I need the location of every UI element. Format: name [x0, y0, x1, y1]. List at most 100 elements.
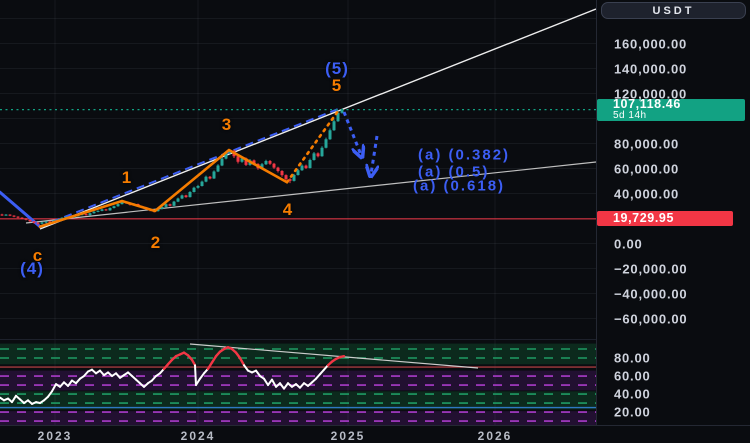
- candle-body: [292, 175, 296, 181]
- price-tick-label: 160,000.00: [614, 36, 688, 51]
- rsi-line-segment: [243, 364, 249, 372]
- main-price-chart[interactable]: [0, 0, 596, 340]
- price-tick-label: 80,000.00: [614, 136, 680, 151]
- price-tick-label: −60,000.00: [614, 311, 688, 326]
- candle-body: [84, 214, 88, 216]
- rsi-line-segment: [11, 394, 17, 404]
- candle-body: [196, 186, 200, 188]
- rsi-line-segment: [99, 369, 105, 377]
- candle-body: [264, 161, 268, 165]
- rsi-tick-label: 60.00: [614, 368, 651, 384]
- candle-body: [8, 214, 12, 216]
- rsi-indicator-panel[interactable]: [0, 340, 596, 425]
- candle-body: [336, 112, 340, 122]
- year-label-2023: 2023: [37, 429, 73, 443]
- upper-trend-line: [39, 8, 596, 230]
- candle-body: [100, 209, 104, 211]
- candle-body: [40, 222, 44, 224]
- rsi-trend-line: [189, 343, 479, 369]
- currency-toggle-button[interactable]: USDT: [601, 2, 746, 19]
- candle-body: [252, 160, 256, 164]
- price-tick-label: 120,000.00: [614, 86, 688, 101]
- level-price-badge: 19,729.95: [597, 211, 733, 227]
- year-label-2025: 2025: [330, 429, 366, 443]
- rsi-line-segment: [319, 368, 325, 376]
- candle-body: [120, 201, 124, 205]
- candle-body: [316, 153, 320, 157]
- chart-region[interactable]: c (4) 1 2 3 4 5 (5) (a) (0.382) (a) (0.5) (a) (0.6…: [0, 0, 596, 425]
- rsi-line-segment: [195, 377, 201, 387]
- candle-body: [96, 210, 100, 212]
- candle-body: [20, 217, 24, 219]
- rsi-line-segment: [338, 355, 346, 359]
- candle-body: [244, 158, 248, 165]
- candle-body: [324, 139, 328, 148]
- wave-c-decline-line: [0, 190, 42, 229]
- candle-body: [16, 216, 20, 218]
- price-axis[interactable]: USDT 107,118.46 5d 14h 19,729.95 160,000…: [596, 0, 750, 425]
- candle-body: [340, 109, 344, 113]
- candle-body: [192, 187, 196, 192]
- price-tick-label: 40,000.00: [614, 186, 680, 201]
- candle-body: [308, 160, 312, 168]
- rsi-tick-label: 80.00: [614, 350, 651, 366]
- projection-arrow: [371, 135, 377, 174]
- candle-body: [208, 176, 212, 179]
- candle-body: [224, 152, 228, 159]
- rsi-tick-label: 20.00: [614, 404, 651, 420]
- candle-body: [304, 165, 308, 168]
- bar-countdown: 5d 14h: [613, 109, 647, 121]
- candle-body: [220, 158, 224, 166]
- rsi-band-green: [0, 343, 596, 365]
- rsi-line-segment: [83, 370, 89, 378]
- price-tick-label: −40,000.00: [614, 286, 688, 301]
- lower-trend-line: [25, 161, 596, 224]
- candle-body: [212, 171, 216, 179]
- elliott-wave-path-solid: [38, 148, 289, 228]
- candle-body: [268, 161, 272, 164]
- rsi-line-segment: [59, 381, 65, 388]
- rsi-line-segment: [115, 372, 121, 379]
- candle-body: [216, 165, 220, 172]
- year-label-2024: 2024: [180, 429, 216, 443]
- candle-body: [176, 198, 180, 202]
- candle-body: [320, 147, 324, 157]
- candle-body: [28, 219, 32, 222]
- candle-body: [112, 206, 116, 208]
- candle-body: [12, 215, 16, 217]
- rsi-line-segment: [238, 356, 246, 367]
- rsi-line-segment: [51, 383, 57, 393]
- price-tick-label: 60,000.00: [614, 161, 680, 176]
- rsi-line-segment: [271, 378, 277, 388]
- rsi-line-segment: [263, 377, 269, 387]
- candle-body: [108, 208, 112, 211]
- candle-body: [236, 156, 240, 162]
- current-price-badge: 107,118.46 5d 14h: [597, 97, 745, 121]
- rsi-line-segment: [47, 390, 53, 398]
- candle-body: [92, 211, 96, 214]
- rsi-line-segment: [75, 377, 81, 385]
- rsi-band-green: [0, 391, 596, 410]
- rsi-line-segment: [206, 361, 214, 371]
- candle-body: [188, 192, 192, 198]
- candle-body: [204, 176, 208, 182]
- candle-body: [24, 218, 28, 220]
- candle-body: [172, 201, 176, 206]
- candle-body: [164, 204, 168, 207]
- rsi-line-segment: [151, 375, 157, 382]
- candle-body: [184, 195, 188, 198]
- rsi-line-segment: [279, 382, 285, 390]
- rsi-line-segment: [194, 364, 197, 387]
- year-label-2026: 2026: [477, 429, 513, 443]
- rsi-tick-label: 40.00: [614, 386, 651, 402]
- rsi-line-segment: [283, 382, 289, 390]
- candle-body: [36, 222, 40, 224]
- candle-body: [296, 170, 300, 175]
- rsi-line-segment: [315, 373, 321, 380]
- time-axis[interactable]: 2023 2024 2025 2026: [0, 425, 750, 443]
- candle-body: [160, 206, 164, 209]
- price-tick-label: −20,000.00: [614, 261, 688, 276]
- candle-body: [284, 175, 288, 180]
- rsi-line-segment: [267, 378, 273, 387]
- rsi-band-purple: [0, 411, 596, 425]
